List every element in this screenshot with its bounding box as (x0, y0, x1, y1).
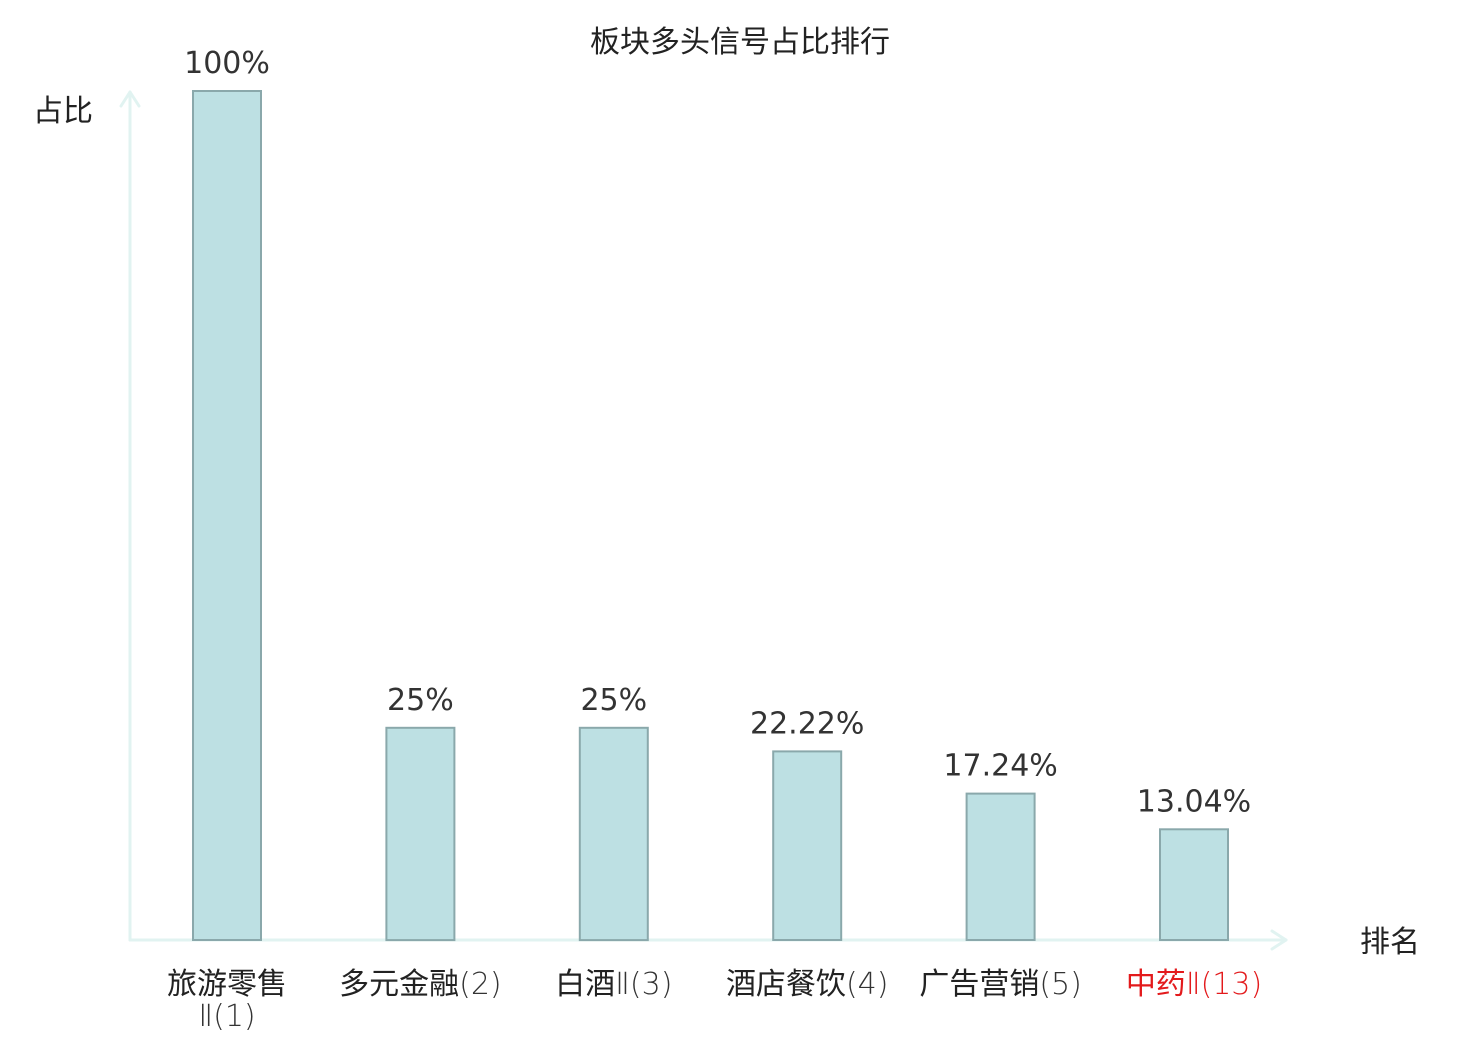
category-label-5: 广告营销(5) (919, 967, 1082, 1002)
x-axis-label: 排名 (1360, 925, 1420, 960)
category-label-3: 白酒Ⅱ(3) (555, 967, 672, 1002)
category-labels-group: 旅游零售 Ⅱ(1) 多元金融(2) 白酒Ⅱ(3) 酒店餐饮(4) 广告营销(5) 中药Ⅱ(1… (167, 967, 1262, 1034)
bar-4 (772, 750, 843, 942)
value-label-5: 17.24% (943, 749, 1057, 784)
value-label-3: 25% (580, 683, 647, 718)
bar-6 (1159, 828, 1229, 941)
bars-group (192, 90, 1229, 942)
bar-3 (578, 726, 649, 942)
category-label-4: 酒店餐饮(4) (726, 967, 889, 1002)
bar-5 (965, 792, 1036, 941)
value-label-2: 25% (387, 683, 454, 718)
value-labels-group: 100% 25% 25% 22.22% 17.24% 13.04% (184, 46, 1251, 819)
value-label-1: 100% (184, 46, 270, 81)
y-axis-arrow-icon (119, 90, 141, 108)
category-label-1: 旅游零售 Ⅱ(1) (167, 967, 287, 1034)
category-label-6: 中药Ⅱ(13) (1126, 967, 1262, 1002)
bar-2 (385, 726, 456, 942)
category-label-2: 多元金融(2) (339, 967, 502, 1002)
chart-title: 板块多头信号占比排行 (590, 25, 890, 60)
value-label-4: 22.22% (750, 706, 864, 741)
y-axis-label: 占比 (33, 94, 93, 129)
bar-1 (192, 90, 262, 941)
axes (119, 90, 1288, 951)
x-axis-arrow-icon (1270, 929, 1288, 951)
value-label-6: 13.04% (1137, 784, 1251, 819)
